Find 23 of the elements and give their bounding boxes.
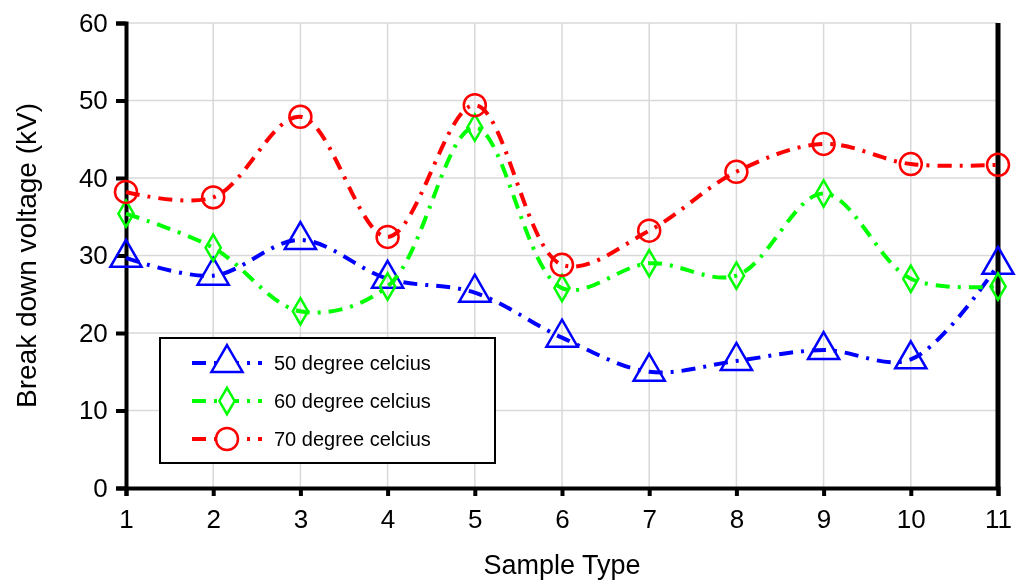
y-tick-label: 30 (78, 240, 108, 271)
y-tick-label: 10 (78, 395, 108, 426)
x-tick-label: 9 (816, 503, 832, 534)
x-tick-label: 2 (206, 503, 221, 534)
x-tick-label: 1 (119, 503, 134, 534)
x-tick-label: 6 (555, 503, 570, 534)
legend-label: 50 degree celcius (274, 352, 431, 374)
x-tick-label: 8 (729, 503, 745, 534)
y-tick-label: 50 (78, 85, 108, 116)
x-tick-label: 4 (380, 503, 396, 534)
y-tick-label: 20 (78, 317, 108, 348)
x-tick-label: 7 (642, 503, 657, 534)
x-axis-title: Sample Type (483, 550, 641, 580)
y-axis-title: Break down voltage (kV) (11, 102, 42, 409)
y-tick-label: 40 (78, 162, 108, 193)
x-tick-label: 3 (293, 503, 309, 534)
y-tick-label: 60 (78, 7, 108, 38)
legend-label: 70 degree celcius (274, 428, 431, 450)
x-tick-label: 5 (468, 503, 483, 534)
y-tick-label: 0 (93, 472, 108, 503)
x-tick-label: 11 (985, 503, 1012, 534)
legend-label: 60 degree celcius (274, 390, 431, 412)
x-tick-label: 10 (896, 503, 926, 534)
